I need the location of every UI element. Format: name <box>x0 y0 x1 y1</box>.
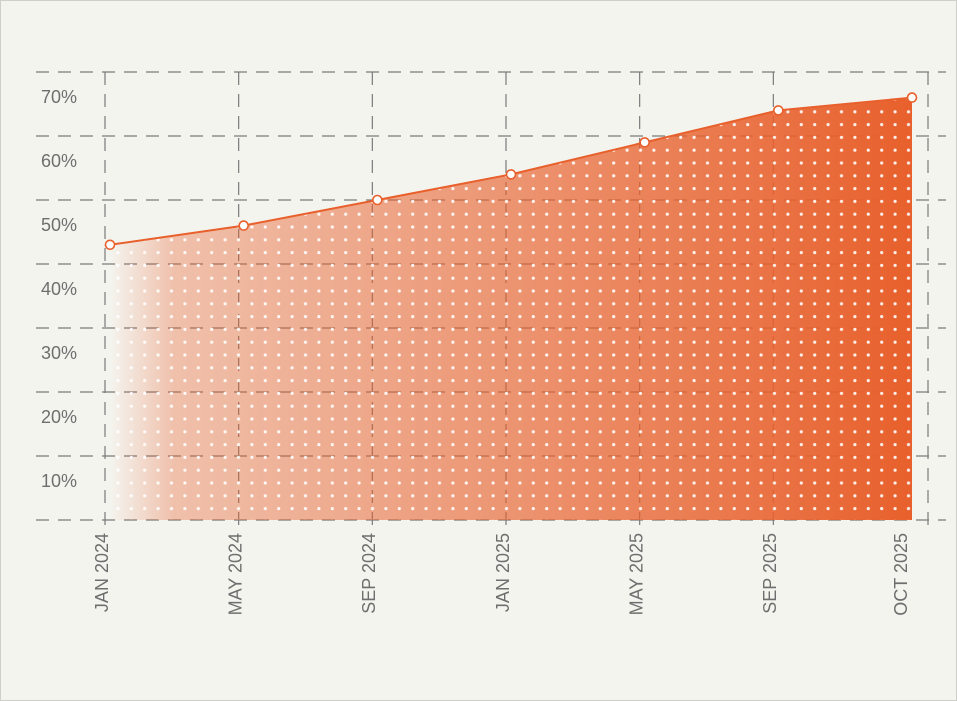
y-tick-label: 20% <box>41 407 77 427</box>
point <box>104 239 116 251</box>
y-tick-label: 60% <box>41 151 77 171</box>
point <box>372 194 383 206</box>
x-tick-label: JAN 2024 <box>92 533 112 612</box>
y-tick-label: 50% <box>41 215 77 235</box>
x-tick-label: MAY 2025 <box>626 533 646 615</box>
x-tick-label: OCT 2025 <box>891 533 911 616</box>
y-tick-label: 30% <box>41 343 77 363</box>
y-tick-label: 70% <box>41 87 77 107</box>
x-tick-label: SEP 2024 <box>359 533 379 614</box>
point <box>238 220 249 231</box>
point <box>773 105 784 116</box>
x-tick-label: JAN 2025 <box>493 533 513 612</box>
y-tick-label: 10% <box>41 471 77 491</box>
y-tick-label: 40% <box>41 279 77 299</box>
point <box>505 169 517 180</box>
area-dots <box>110 97 912 520</box>
x-tick-label: MAY 2024 <box>225 533 245 615</box>
point <box>639 137 650 148</box>
x-tick-label: SEP 2025 <box>760 533 780 614</box>
point <box>906 92 918 103</box>
